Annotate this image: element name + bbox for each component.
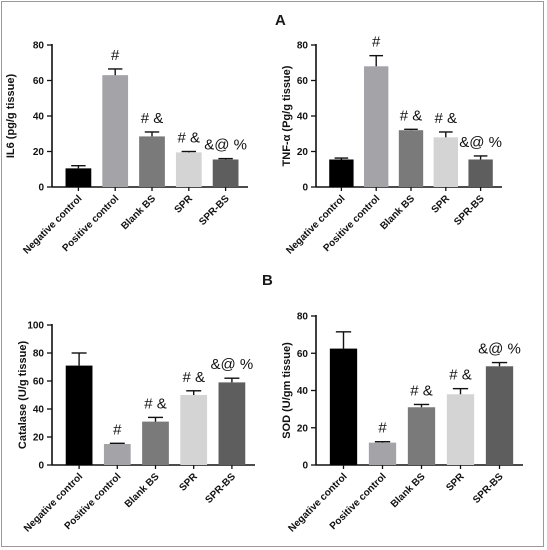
bar-4: [218, 382, 246, 465]
y-tick-label: 40: [297, 386, 309, 397]
y-tick-label: 60: [297, 76, 309, 87]
y-tick-label: 20: [33, 147, 45, 158]
panel-label-a: A: [275, 12, 286, 29]
y-tick-label: 0: [38, 183, 44, 194]
significance-annotation: # &: [178, 130, 201, 147]
significance-annotation: #: [372, 34, 381, 51]
y-tick-label: 60: [297, 349, 309, 360]
significance-annotation: # &: [400, 107, 423, 124]
bar-group: # &SPR: [178, 369, 208, 494]
significance-annotation: &@ %: [211, 356, 254, 373]
bar-1: [368, 442, 397, 465]
y-tick-label: 80: [33, 349, 45, 360]
y-axis-label: SOD (U/gm tissue): [281, 342, 293, 439]
bar-3: [180, 395, 208, 465]
category-label: SPR-BS: [471, 471, 506, 506]
y-tick-label: 20: [33, 433, 45, 444]
bar-3: [433, 137, 458, 187]
y-tick-label: 80: [297, 41, 309, 52]
significance-annotation: #: [378, 420, 387, 437]
significance-annotation: # &: [182, 369, 205, 386]
y-tick-label: 0: [38, 461, 44, 472]
category-label: SPR: [444, 471, 467, 494]
bar-4: [468, 159, 493, 187]
bar-1: [103, 444, 131, 465]
y-tick-label: 0: [302, 461, 308, 472]
bar-group: &@ % SPR-BS: [471, 341, 521, 506]
bar-2: [407, 407, 436, 465]
y-tick-label: 40: [33, 405, 45, 416]
bar-1: [364, 66, 389, 187]
significance-annotation: &@ %: [478, 341, 521, 358]
y-tick-label: 40: [33, 112, 45, 123]
significance-annotation: #: [113, 421, 122, 438]
bar-2: [142, 421, 169, 465]
bar-0: [329, 348, 358, 465]
y-tick-label: 0: [302, 183, 308, 194]
y-axis-label: IL6 (pg/g tissue): [5, 73, 17, 158]
bar-2: [398, 130, 424, 187]
significance-annotation: &@ %: [204, 137, 247, 154]
bar-4: [485, 366, 514, 465]
panel-label-b: B: [262, 272, 273, 289]
y-tick-label: 40: [297, 112, 309, 123]
bar-0: [329, 159, 354, 187]
y-tick-label: 80: [297, 312, 309, 323]
y-axis-label: Catalase (U/g tissue): [17, 341, 29, 450]
significance-annotation: &@ %: [459, 134, 502, 151]
significance-annotation: # &: [435, 110, 458, 127]
bar-1: [102, 75, 129, 187]
bar-0: [65, 365, 93, 465]
bar-3: [446, 394, 475, 465]
y-tick-label: 80: [33, 41, 45, 52]
y-tick-label: 100: [27, 321, 44, 332]
significance-annotation: # &: [144, 395, 167, 412]
y-tick-label: 20: [297, 147, 309, 158]
bar-2: [139, 136, 165, 187]
bar-4: [212, 159, 239, 187]
bar-group: # & SPR: [444, 367, 475, 494]
y-tick-label: 20: [297, 423, 309, 434]
bar-3: [175, 152, 202, 187]
significance-annotation: # &: [449, 367, 472, 384]
bar-0: [65, 168, 92, 187]
y-tick-label: 60: [33, 76, 45, 87]
category-label: Blank BS: [389, 471, 428, 510]
significance-annotation: #: [111, 47, 120, 64]
y-tick-label: 60: [33, 377, 45, 388]
significance-annotation: # &: [410, 382, 433, 399]
y-axis-label: TNF-α (Pg/g tissue): [281, 65, 293, 166]
significance-annotation: # &: [141, 110, 164, 127]
